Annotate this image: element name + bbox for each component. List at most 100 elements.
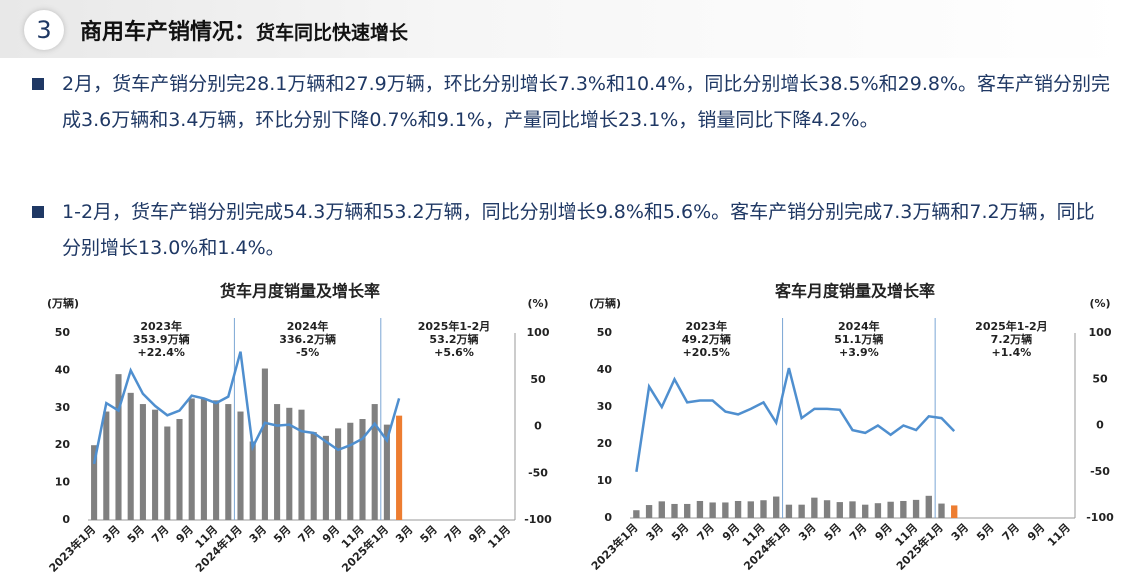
bar	[213, 400, 220, 520]
y2-axis-label: (%)	[1089, 297, 1110, 310]
bar	[127, 392, 134, 520]
bar	[747, 501, 754, 518]
x-tick-label: 9月	[1025, 521, 1047, 543]
title-main: 商用车产销情况：	[80, 20, 257, 45]
x-tick-label: 3月	[644, 521, 666, 543]
bar	[274, 404, 281, 520]
bar	[658, 501, 665, 518]
annotation: 353.9万辆	[133, 332, 190, 346]
bar	[115, 374, 122, 520]
x-tick-label: 3月	[796, 521, 818, 543]
y2-tick-label: 100	[1089, 326, 1112, 339]
bar	[335, 428, 342, 520]
y-tick-label: 20	[597, 437, 613, 450]
chart-title: 客车月度销量及增长率	[775, 282, 935, 301]
bullet-text: 1-2月，货车产销分别完成54.3万辆和53.2万辆，同比分别增长9.8%和5.…	[62, 201, 1095, 259]
y-tick-label: 0	[62, 513, 70, 526]
x-tick-label: 3月	[100, 523, 122, 545]
bar	[785, 504, 793, 518]
annotation: 53.2万辆	[429, 332, 478, 346]
bar	[91, 445, 98, 520]
bullet: 2月，货车产销分别完28.1万辆和27.9万辆，环比分别增长7.3%和10.4%…	[32, 66, 1112, 138]
x-tick-label: 7月	[442, 523, 464, 545]
x-tick-label: 3月	[247, 523, 269, 545]
annotation: 7.2万辆	[991, 332, 1033, 346]
y2-axis-label: (%)	[527, 297, 548, 310]
section-number: 3	[24, 10, 64, 50]
annotation: 2024年	[287, 319, 329, 333]
annotation: 51.1万辆	[834, 332, 883, 346]
bar	[176, 419, 183, 520]
y-tick-label: 40	[55, 363, 71, 376]
bar	[671, 503, 678, 518]
y-tick-label: 40	[597, 363, 613, 376]
bar	[359, 419, 366, 520]
bar	[371, 404, 378, 520]
y-axis-label: (万辆)	[47, 296, 79, 310]
x-tick-label: 7月	[1000, 521, 1022, 543]
bar	[383, 424, 390, 520]
y2-tick-label: -100	[1086, 511, 1114, 524]
annotation: 2025年1-2月	[975, 319, 1048, 333]
header: 3 商用车产销情况：货车同比快速增长	[0, 0, 1129, 58]
bar	[773, 496, 780, 518]
bar	[734, 500, 742, 518]
line	[635, 367, 956, 472]
y2-tick-label: -100	[524, 513, 552, 526]
x-tick-label: 9月	[873, 521, 895, 543]
x-tick-label: 5月	[669, 521, 691, 543]
y2-tick-label: 0	[534, 420, 542, 433]
y2-tick-label: 100	[527, 326, 550, 339]
x-tick-label: 11月	[1045, 521, 1073, 549]
bar	[709, 502, 716, 518]
bar	[874, 503, 882, 518]
bar	[823, 500, 831, 518]
y2-tick-label: 50	[530, 373, 546, 386]
annotation: 2023年	[685, 319, 727, 333]
bar	[798, 504, 805, 518]
x-tick-label: 5月	[271, 523, 293, 545]
y2-tick-label: 0	[1096, 419, 1104, 432]
y2-tick-label: -50	[528, 466, 548, 479]
title: 商用车产销情况：货车同比快速增长	[80, 14, 408, 46]
annotation: -5%	[296, 346, 319, 359]
bar	[645, 505, 653, 518]
bar	[900, 500, 907, 518]
bar	[722, 502, 729, 518]
chart-title: 货车月度销量及增长率	[220, 282, 380, 301]
y-tick-label: 10	[55, 476, 71, 489]
title-sub: 货车同比快速增长	[256, 22, 409, 44]
x-tick-label: 9月	[720, 521, 742, 543]
bar	[938, 503, 945, 518]
bar	[836, 502, 843, 518]
bar	[862, 504, 869, 518]
x-tick-label: 5月	[822, 521, 844, 543]
bar	[249, 441, 256, 520]
bar	[760, 500, 767, 518]
bar	[286, 407, 293, 520]
bar	[951, 505, 958, 518]
bar	[200, 398, 207, 520]
bar	[188, 398, 195, 520]
x-tick-label: 5月	[418, 523, 440, 545]
bar	[912, 499, 920, 518]
bar	[347, 422, 354, 520]
bar	[310, 432, 317, 520]
bar	[103, 411, 110, 520]
bullet-text: 2月，货车产销分别完28.1万辆和27.9万辆，环比分别增长7.3%和10.4%…	[62, 73, 1111, 131]
x-tick-label: 2023年1月	[588, 520, 641, 573]
y-tick-label: 50	[55, 326, 71, 339]
bullet: 1-2月，货车产销分别完成54.3万辆和53.2万辆，同比分别增长9.8%和5.…	[32, 194, 1112, 266]
x-tick-label: 7月	[847, 521, 869, 543]
annotation: +1.4%	[992, 346, 1032, 359]
x-tick-label: 7月	[149, 523, 171, 545]
bar	[237, 411, 244, 520]
x-tick-label: 5月	[125, 523, 147, 545]
bar	[633, 510, 640, 518]
line	[92, 351, 401, 465]
y-tick-label: 0	[604, 511, 612, 524]
bar	[152, 409, 159, 520]
bar	[684, 503, 691, 518]
